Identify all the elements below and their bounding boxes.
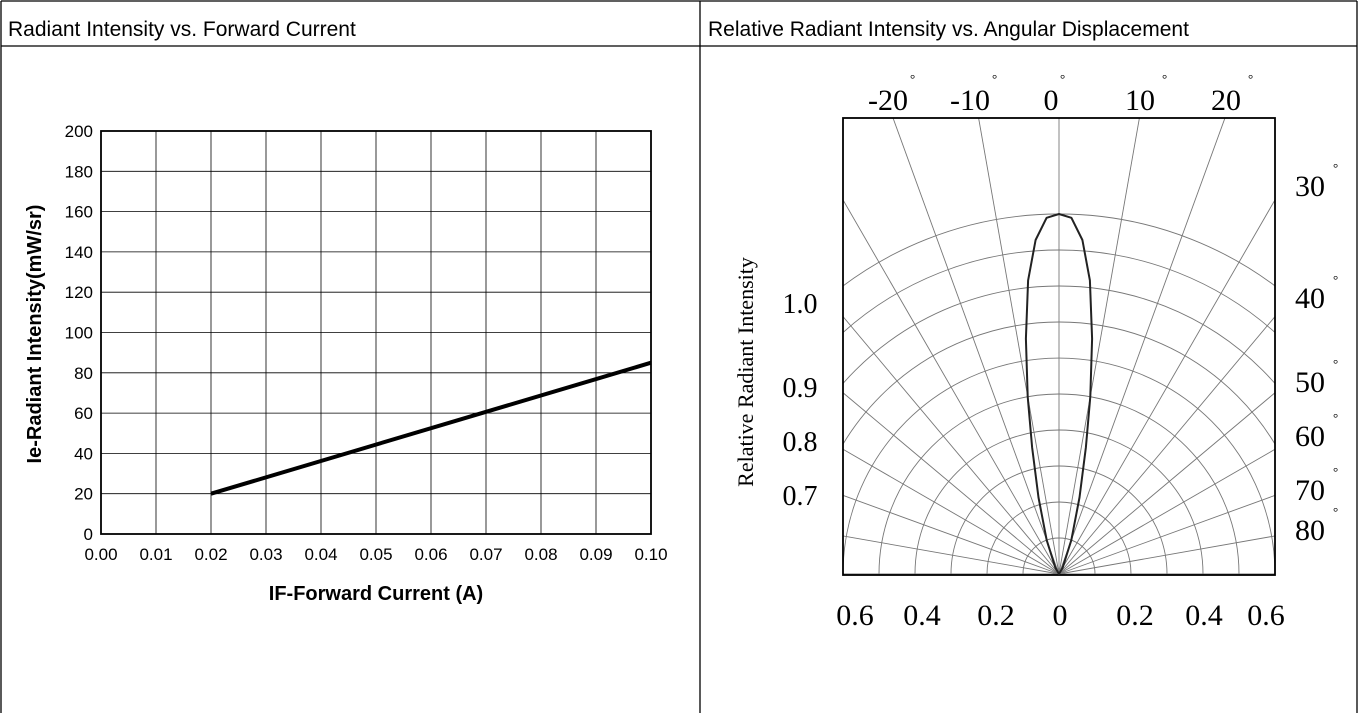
top-angle-degree: °: [1248, 71, 1253, 86]
y-tick-label: 140: [65, 243, 93, 262]
bottom-scale-label: 0.2: [1116, 599, 1154, 632]
intensity-vs-current-chart: 0.00 0.01 0.02 0.03 0.04 0.05 0.06 0.07 0.08 0.09…: [24, 122, 668, 605]
radial-scale-label: 0.9: [783, 373, 818, 404]
right-angle-label: 40: [1295, 282, 1325, 315]
intensity-series-line: [210, 360, 652, 496]
polar-spoke: [843, 315, 1060, 575]
top-angle-label: 10: [1125, 84, 1155, 117]
polar-spoke: [1058, 494, 1275, 575]
y-tick-label: 160: [65, 203, 93, 222]
right-angle-label: 80: [1295, 514, 1325, 547]
x-tick-label: 0.01: [139, 545, 172, 564]
x-tick-label: 0.05: [359, 545, 392, 564]
y-tick-label: 180: [65, 162, 93, 181]
polar-spoke: [843, 535, 1060, 575]
y-tick-label: 60: [74, 404, 93, 423]
y-tick-label: 40: [74, 444, 93, 463]
left-chart-y-axis-label: Ie-Radiant Intensity(mW/sr): [24, 205, 46, 464]
right-angle-degree: °: [1333, 160, 1338, 175]
right-angle-label: 30: [1295, 170, 1325, 203]
right-angle-label: 70: [1295, 474, 1325, 507]
right-angle-label: 60: [1295, 420, 1325, 453]
top-angle-label: -10: [950, 84, 990, 117]
x-tick-label: 0.07: [469, 545, 502, 564]
top-angle-label: 20: [1211, 84, 1241, 117]
y-tick-label: 80: [74, 364, 93, 383]
left-chart-grid: [100, 130, 652, 535]
polar-spoke: [843, 198, 1060, 575]
polar-spoke: [1058, 535, 1275, 575]
y-tick-label: 0: [84, 525, 93, 544]
left-chart-plot-frame: [100, 130, 652, 535]
radial-scale-label: 0.8: [783, 427, 818, 458]
polar-chart-grid: [843, 118, 1275, 575]
polar-spoke: [843, 494, 1060, 575]
polar-spoke: [843, 448, 1060, 575]
y-tick-label: 20: [74, 485, 93, 504]
right-angle-degree: °: [1333, 410, 1338, 425]
polar-spoke: [1058, 448, 1275, 575]
top-angle-degree: °: [1060, 71, 1065, 86]
polar-spoke: [978, 118, 1060, 575]
polar-spoke: [1058, 118, 1226, 575]
polar-ring: [843, 249, 1275, 334]
left-chart-series: [210, 360, 652, 496]
top-angle-degree: °: [910, 71, 915, 86]
left-panel-title: Radiant Intensity vs. Forward Current: [8, 18, 356, 41]
top-angle-label: 0: [1044, 84, 1059, 117]
x-tick-label: 0.04: [304, 545, 337, 564]
bottom-scale-label: 0.6: [1247, 599, 1285, 632]
y-tick-label: 200: [65, 122, 93, 141]
radial-scale-label: 0.7: [783, 481, 818, 512]
polar-chart-labels: -20°-10°0°10°20°30°40°50°60°70°80°1.00.9…: [783, 71, 1339, 632]
polar-spoke: [843, 392, 1060, 575]
x-tick-label: 0.06: [414, 545, 447, 564]
bottom-scale-label: 0.6: [836, 599, 874, 632]
left-chart-x-axis-label: IF-Forward Current (A): [269, 583, 483, 605]
x-tick-label: 0.08: [524, 545, 557, 564]
y-tick-label: 120: [65, 283, 93, 302]
right-angle-degree: °: [1333, 272, 1338, 287]
radiation-pattern-line: [1024, 213, 1094, 575]
polar-intensity-chart: -20°-10°0°10°20°30°40°50°60°70°80°1.00.9…: [733, 71, 1339, 632]
x-tick-label: 0.00: [84, 545, 117, 564]
right-angle-degree: °: [1333, 464, 1338, 479]
top-angle-degree: °: [1162, 71, 1167, 86]
polar-spoke: [892, 118, 1060, 575]
bottom-scale-label: 0.4: [1185, 599, 1223, 632]
polar-chart-y-axis-label: Relative Radiant Intensity: [733, 257, 758, 487]
bottom-scale-label: 0.4: [903, 599, 941, 632]
x-tick-label: 0.02: [194, 545, 227, 564]
polar-chart-series: [1024, 213, 1094, 575]
top-angle-degree: °: [992, 71, 997, 86]
right-angle-degree: °: [1333, 504, 1338, 519]
polar-spoke: [1058, 118, 1140, 575]
polar-spoke: [1058, 198, 1275, 575]
x-tick-label: 0.03: [249, 545, 282, 564]
y-tick-label: 100: [65, 324, 93, 343]
left-chart-ticks: 0.00 0.01 0.02 0.03 0.04 0.05 0.06 0.07 0.08 0.09…: [65, 122, 668, 564]
radial-scale-label: 1.0: [783, 289, 818, 320]
bottom-scale-label: 0.2: [977, 599, 1015, 632]
right-panel-title: Relative Radiant Intensity vs. Angular D…: [708, 18, 1189, 41]
x-tick-label: 0.10: [634, 545, 667, 564]
x-tick-label: 0.09: [579, 545, 612, 564]
right-angle-degree: °: [1333, 356, 1338, 371]
polar-spoke: [1058, 315, 1275, 575]
polar-spoke: [1058, 392, 1275, 575]
right-angle-label: 50: [1295, 366, 1325, 399]
top-angle-label: -20: [868, 84, 908, 117]
bottom-scale-label: 0: [1053, 599, 1068, 632]
